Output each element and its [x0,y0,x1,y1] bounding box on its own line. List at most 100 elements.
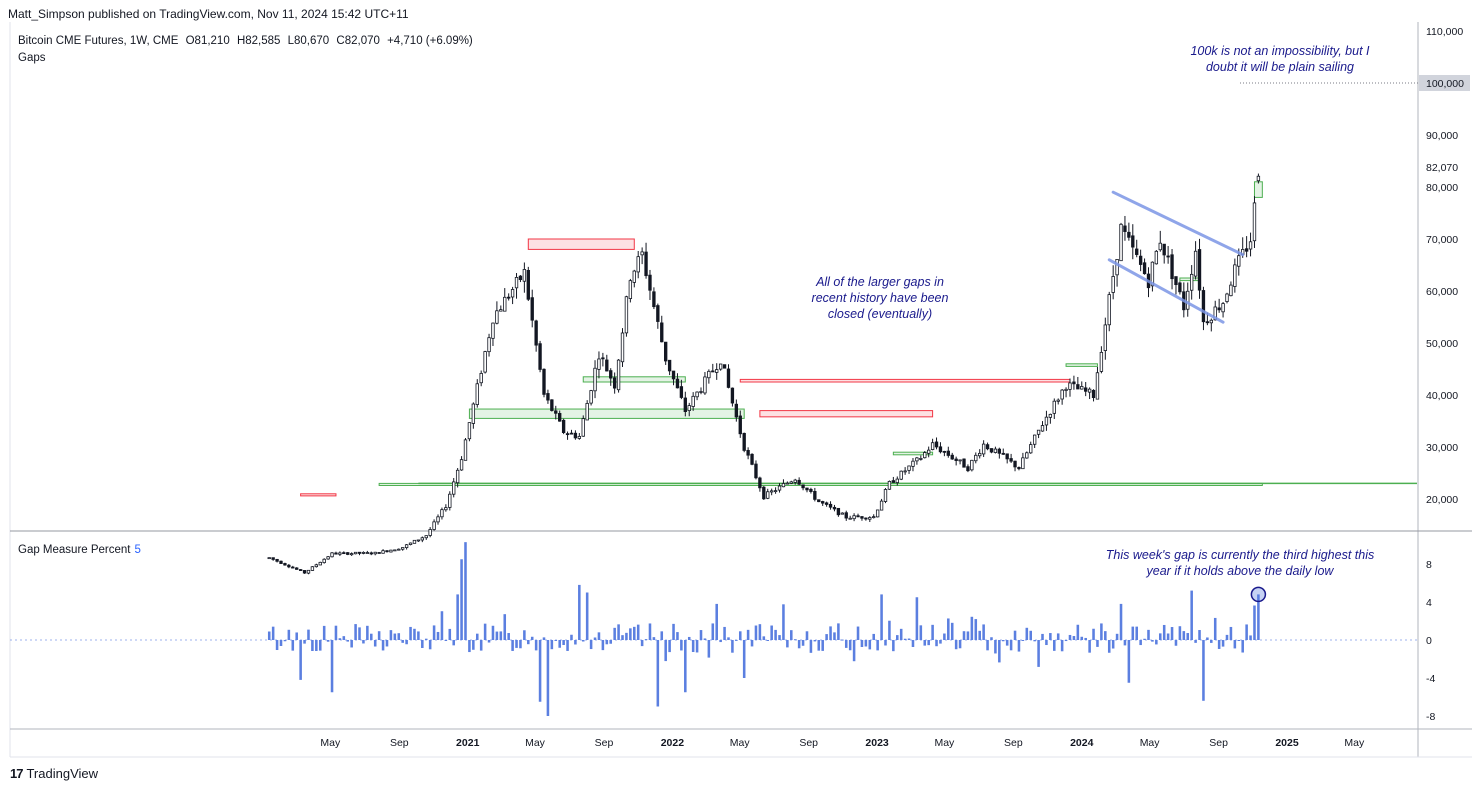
candle-down [683,397,687,412]
sub-tick-label: 0 [1426,635,1432,647]
candle-up [510,289,515,298]
candle-up [1237,255,1241,267]
histogram-bar [786,640,789,648]
histogram-bar [939,640,942,644]
histogram-bar [648,623,652,640]
histogram-bar [318,640,322,651]
histogram-bar [711,623,715,640]
annotation-100k[interactable]: 100k is not an impossibility, but I doubt… [1160,43,1400,75]
histogram-bar [660,631,664,640]
candle-up [1229,284,1233,297]
histogram-bar [534,640,538,651]
candle-up [455,469,460,484]
histogram-bar [597,632,601,640]
candle-up [589,390,593,404]
candle-down [750,453,754,465]
candle-down [660,322,664,343]
tradingview-brand[interactable]: 17 TradingView [10,766,98,781]
gap-zone-down [759,410,934,418]
candle-down [656,305,660,322]
candle-up [715,369,719,373]
candle-up [389,549,393,553]
histogram-bar [436,631,440,640]
histogram-bar [778,635,781,640]
histogram-bar [1111,640,1115,649]
subpane-legend[interactable]: Gap Measure Percent 5 [18,544,141,556]
candle-down [605,359,609,372]
time-tick-label: May [320,737,341,749]
candle-down [1017,467,1021,470]
histogram-bar [1221,640,1225,647]
candle-down [836,507,841,516]
candle-down [828,503,833,508]
candle-up [1040,425,1045,432]
candle-down [334,552,338,555]
histogram-bar [617,624,620,640]
ohlc-low: L80,670 [287,35,330,47]
histogram-bar [507,633,510,640]
histogram-bar [299,640,302,680]
brand-name: TradingView [26,766,99,781]
candle-up [875,509,880,518]
candle-down [758,477,762,489]
price-tick-label: 90,000 [1426,130,1458,142]
histogram-bar [742,640,746,678]
histogram-bar [366,625,369,640]
candle-down [1123,225,1127,232]
histogram-bar [774,629,777,640]
candle-up [424,535,428,539]
candle-down [1201,290,1206,323]
ohlc-close: C82,070 [336,35,380,47]
histogram-bar [566,640,569,651]
histogram-bar [409,626,412,640]
candle-up [911,460,915,467]
histogram-bar [1104,631,1107,640]
histogram-bar [1021,640,1025,641]
histogram-bar [1115,633,1119,640]
candle-up [310,566,315,571]
candle-down [809,488,813,492]
candle-up [475,383,479,405]
price-candles [267,173,1261,575]
histogram-bar [699,630,703,640]
histogram-bar [1072,636,1076,640]
annotation-gaps-closed[interactable]: All of the larger gaps in recent history … [790,274,970,322]
candle-down [671,370,676,380]
candle-up [479,373,483,384]
candle-up [577,436,582,439]
histogram-bar [350,640,353,648]
histogram-bar [546,640,550,716]
candle-up [1099,351,1104,372]
histogram-bar [986,640,989,651]
histogram-bar [1237,640,1241,641]
histogram-bar [346,640,350,642]
time-tick-label: 2021 [456,737,480,749]
histogram-bar [770,625,773,640]
candle-down [554,410,558,414]
annotation-third-highest[interactable]: This week's gap is currently the third h… [1090,547,1390,579]
histogram-bar [1037,640,1040,667]
histogram-bar [1045,640,1048,646]
histogram-bar [373,640,377,647]
histogram-bar [491,625,495,640]
candle-up [459,459,464,471]
histogram-bar [275,640,279,651]
histogram-bar [947,618,950,640]
note1-line-1: 100k is not an impossibility, but I [1190,44,1370,58]
note1-line-2: doubt it will be plain sailing [1205,60,1354,74]
candle-down [946,450,950,456]
candle-up [401,547,405,550]
symbol-legend[interactable]: Bitcoin CME Futures, 1W, CME O81,210 H82… [18,35,477,47]
candle-up [958,459,962,462]
histogram-bar [633,626,636,640]
candle-up [1044,416,1049,426]
candle-down [1205,321,1210,324]
histogram-bar [950,622,954,640]
candle-down [985,444,990,450]
histogram-bar [1213,617,1217,640]
indicator-legend-gaps[interactable]: Gaps [18,52,46,64]
candle-up [1021,457,1025,470]
price-tick-label: 20,000 [1426,494,1458,506]
candle-up [495,310,499,324]
histogram-bar [311,640,314,651]
